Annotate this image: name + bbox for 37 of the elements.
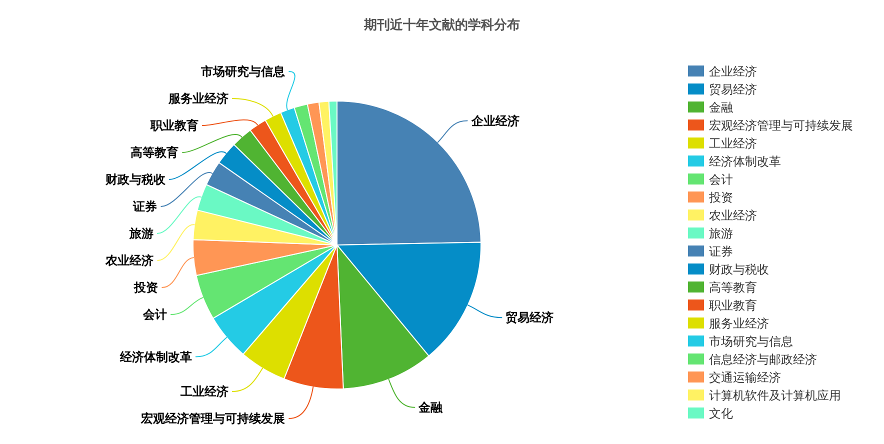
legend-label: 证券 — [709, 244, 733, 258]
legend-label: 计算机软件及计算机应用 — [709, 388, 841, 402]
slice-label: 高等教育 — [130, 146, 179, 160]
slice-label: 职业教育 — [150, 118, 198, 132]
legend-label: 经济体制改革 — [709, 154, 781, 168]
legend-label: 旅游 — [709, 226, 733, 240]
legend-label: 宏观经济管理与可持续发展 — [709, 118, 853, 132]
legend-label: 财政与税收 — [709, 262, 769, 276]
slice-label: 投资 — [134, 280, 158, 294]
slice-label: 旅游 — [129, 226, 154, 240]
slice-label: 宏观经济管理与可持续发展 — [141, 412, 286, 426]
slice-label: 证券 — [133, 200, 158, 214]
legend-label: 会计 — [709, 172, 733, 186]
legend-label: 交通运输经济 — [709, 370, 781, 384]
legend-label: 工业经济 — [709, 136, 757, 150]
legend-label: 信息经济与邮政经济 — [709, 352, 817, 366]
legend-label: 高等教育 — [709, 280, 757, 294]
slice-label: 财政与税收 — [105, 172, 166, 186]
legend-label: 投资 — [709, 190, 733, 204]
chart-title: 期刊近十年文献的学科分布 — [364, 17, 520, 32]
legend-label: 文化 — [709, 406, 733, 420]
slice-label: 服务业经济 — [168, 92, 228, 106]
legend-label: 企业经济 — [709, 64, 757, 78]
slice-label: 会计 — [142, 308, 167, 322]
legend-label: 贸易经济 — [709, 82, 757, 96]
slice-label: 农业经济 — [106, 254, 154, 268]
slice-label: 金融 — [418, 400, 443, 414]
slice-label: 经济体制改革 — [120, 350, 192, 364]
legend-label: 市场研究与信息 — [709, 334, 793, 348]
legend-label: 职业教育 — [709, 298, 757, 312]
slice-label: 贸易经济 — [506, 310, 554, 325]
slice-label: 企业经济 — [471, 114, 520, 128]
legend-label: 金融 — [709, 100, 733, 114]
slice-label: 工业经济 — [180, 384, 228, 398]
legend-label: 服务业经济 — [709, 316, 769, 330]
legend-label: 农业经济 — [709, 208, 757, 222]
slice-label: 市场研究与信息 — [201, 64, 286, 78]
